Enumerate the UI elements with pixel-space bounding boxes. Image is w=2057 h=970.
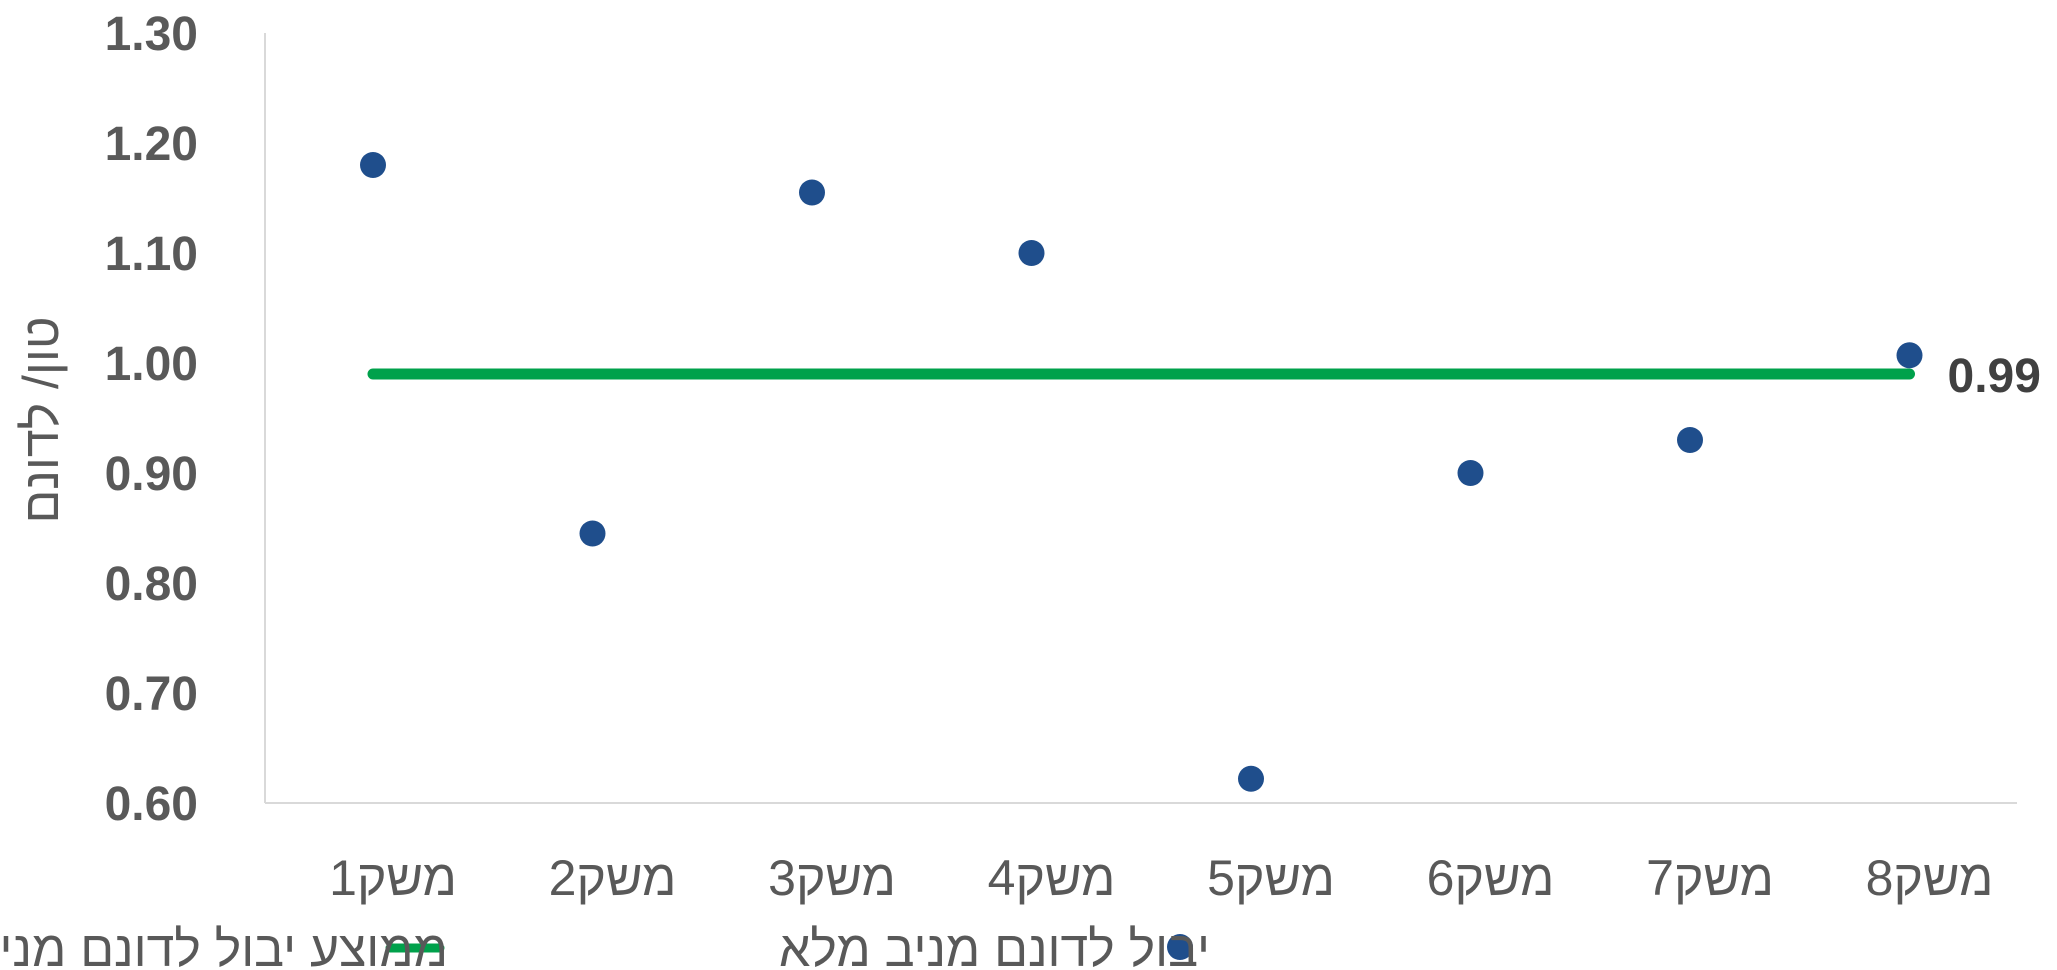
- y-tick-label: 0.60: [105, 778, 198, 831]
- legend: ממוצע יבול לדונם מניב מלא יבול לדונם מני…: [0, 921, 1210, 970]
- y-tick-label: 0.90: [105, 448, 198, 501]
- yield-series: [360, 152, 1923, 792]
- y-axis-label: טון/ לדונם: [13, 317, 69, 524]
- data-point: [799, 179, 825, 206]
- data-point: [579, 520, 606, 547]
- data-point: [1238, 765, 1264, 792]
- x-tick-label: משק4: [988, 850, 1116, 906]
- y-tick-label: 1.30: [105, 8, 198, 61]
- y-tick-label: 1.10: [105, 228, 198, 281]
- x-tick-label: משק1: [329, 850, 457, 906]
- data-point: [360, 152, 386, 178]
- x-tick-label: משק2: [549, 850, 677, 906]
- legend-yield-label: יבול לדונם מניב מלא: [779, 921, 1210, 970]
- x-tick-labels: משק1 משק2 משק3 משק4 משק5 משק6 משק7 משק8: [329, 850, 1993, 906]
- y-tick-label: 1.20: [105, 118, 198, 171]
- data-point: [1677, 427, 1703, 453]
- data-point: [1018, 240, 1045, 266]
- x-tick-label: משק5: [1207, 850, 1335, 906]
- axes: [264, 33, 2017, 804]
- data-point: [1457, 460, 1484, 486]
- legend-yield-swatch: [1167, 934, 1193, 960]
- x-tick-label: משק7: [1646, 850, 1774, 906]
- average-value-label: 0.99: [1948, 350, 2041, 403]
- y-tick-labels: 1.30 1.20 1.10 1.00 0.90 0.80 0.70 0.60: [105, 8, 198, 831]
- x-tick-label: משק3: [768, 850, 896, 906]
- y-tick-label: 1.00: [105, 338, 198, 391]
- x-tick-label: משק6: [1427, 850, 1555, 906]
- data-point: [1896, 342, 1923, 369]
- y-tick-label: 0.70: [105, 668, 198, 721]
- y-tick-label: 0.80: [105, 558, 198, 611]
- legend-average-label: ממוצע יבול לדונם מניב מלא: [0, 921, 448, 970]
- x-tick-label: משק8: [1866, 850, 1994, 906]
